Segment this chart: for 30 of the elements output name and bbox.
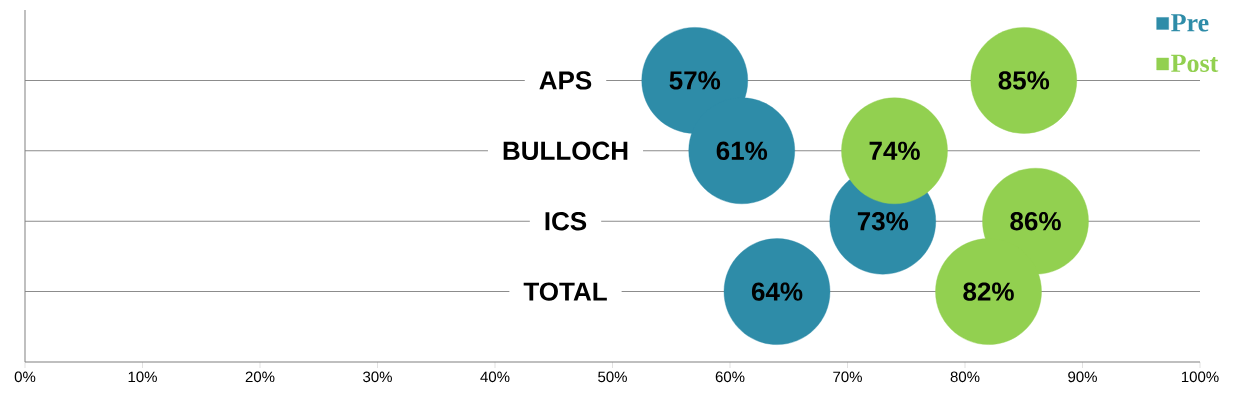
point [935, 238, 1042, 345]
x-tick-label: 70% [833, 371, 862, 383]
y-tick-label: BULLOCH [503, 141, 628, 161]
x-tick-label: 80% [950, 371, 980, 383]
point [723, 238, 831, 345]
x-tick-label: 60% [715, 371, 745, 383]
y-tick-label: ICS [545, 211, 587, 231]
x-tick-label: 90% [1068, 371, 1097, 383]
data-label: 73% [857, 211, 909, 231]
point [970, 27, 1077, 134]
y-tick-label: APS [539, 71, 592, 90]
point [688, 97, 795, 204]
data-label: 85% [998, 71, 1050, 90]
x-tick-label: 30% [363, 371, 392, 383]
y-tick-label: TOTAL [523, 282, 607, 301]
x-tick-label: 40% [480, 371, 510, 383]
x-tick-label: 20% [245, 371, 275, 383]
x-tick-label: 50% [598, 371, 627, 383]
point [841, 97, 948, 204]
data-label: 57% [669, 71, 721, 90]
data-label: 64% [751, 282, 803, 301]
data-label: 61% [716, 141, 768, 161]
data-label: 82% [963, 282, 1014, 301]
x-tick-label: 10% [128, 371, 157, 383]
x-tick-label: 100% [1181, 371, 1219, 383]
legend-label: Pre [1171, 14, 1209, 32]
legend-label: Post [1171, 54, 1219, 72]
x-tick-label: 0% [14, 371, 36, 383]
data-label: 86% [1010, 211, 1061, 231]
data-label: 74% [869, 141, 920, 160]
